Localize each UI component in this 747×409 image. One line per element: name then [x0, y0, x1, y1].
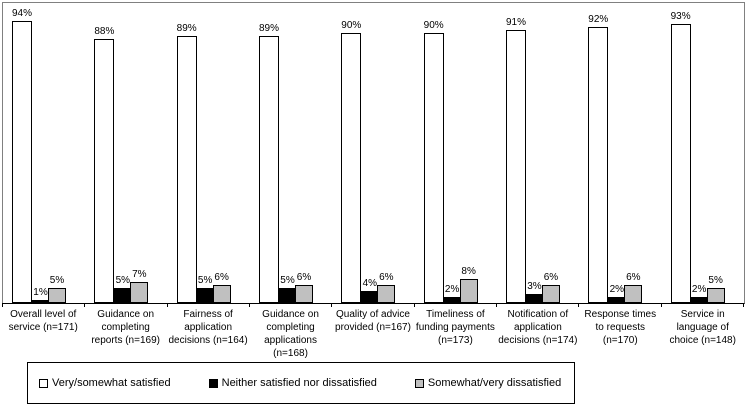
legend: Very/somewhat satisfied Neither satisfie…: [27, 362, 575, 404]
bar-neither: 4%: [361, 278, 378, 303]
bar-value-label: 89%: [258, 23, 279, 34]
bar-satisfied: 90%: [424, 20, 444, 303]
category-label: Response times to requests (n=170): [584, 309, 657, 346]
category-label: Guidance on completing applications (n=1…: [262, 309, 319, 359]
bar-satisfied: 93%: [671, 11, 691, 303]
bar-neither: 5%: [196, 275, 213, 303]
legend-swatch-gray: [414, 378, 424, 388]
bar-value-label: 90%: [423, 20, 444, 31]
bar-neither: 2%: [443, 284, 460, 303]
axis-tick: [496, 303, 497, 307]
bar-satisfied: 94%: [12, 8, 32, 303]
bar-value-label: 4%: [362, 278, 378, 289]
bar-group: 90% 2% 8%: [415, 3, 497, 303]
axis-tick: [661, 303, 662, 307]
category-label: Overall level of service (n=171): [8, 309, 78, 333]
bar-value-label: 88%: [94, 26, 115, 37]
bar-value-label: 6%: [543, 272, 559, 283]
bar-dissatisfied: 7%: [130, 269, 149, 303]
bar-value-label: 89%: [176, 23, 197, 34]
bar-neither: 5%: [114, 275, 131, 303]
bar-satisfied: 91%: [506, 17, 526, 303]
bar-group: 89% 5% 6%: [168, 3, 250, 303]
axis-tick: [743, 303, 744, 307]
bar-dissatisfied: 6%: [624, 272, 643, 303]
axis-tick: [249, 303, 250, 307]
axis-tick: [578, 303, 579, 307]
bar-dissatisfied: 6%: [294, 272, 313, 303]
category-label: Timeliness of funding payments (n=173): [415, 309, 495, 346]
bar-value-label: 3%: [527, 281, 542, 292]
bar-value-label: 5%: [708, 275, 723, 286]
legend-label: Somewhat/very dissatisfied: [427, 377, 562, 389]
bar-value-label: 90%: [341, 20, 362, 31]
bar-group: 90% 4% 6%: [332, 3, 414, 303]
bar-group: 92% 2% 6%: [579, 3, 661, 303]
bar-dissatisfied: 6%: [212, 272, 231, 303]
bar-value-label: 91%: [505, 17, 526, 28]
bar-value-label: 5%: [197, 275, 213, 286]
axis-tick: [414, 303, 415, 307]
legend-swatch-white: [39, 378, 48, 388]
bar-value-label: 7%: [132, 269, 147, 280]
bar-satisfied: 89%: [177, 23, 197, 303]
category-label: Service in language of choice (n=148): [669, 309, 736, 346]
bar-dissatisfied: 6%: [377, 272, 396, 303]
bar-value-label: 94%: [11, 8, 33, 19]
bar-satisfied: 88%: [94, 26, 114, 303]
bar-group: 94% 1% 5%: [3, 3, 85, 303]
bar-value-label: 2%: [691, 284, 707, 295]
bar-value-label: 5%: [280, 275, 295, 286]
legend-item-neither: Neither satisfied nor dissatisfied: [208, 377, 377, 389]
bar-neither: 3%: [525, 281, 542, 303]
category-label: Notification of application decisions (n…: [498, 309, 578, 346]
bar-group: 91% 3% 6%: [497, 3, 579, 303]
bar-value-label: 6%: [379, 272, 394, 283]
bar-neither: 5%: [278, 275, 295, 303]
legend-item-satisfied: Very/somewhat satisfied: [39, 377, 171, 389]
bar-group: 88% 5% 7%: [85, 3, 167, 303]
bar-value-label: 6%: [626, 272, 641, 283]
category-label: Quality of advice provided (n=167): [335, 309, 411, 333]
legend-item-dissatisfied: Somewhat/very dissatisfied: [414, 377, 562, 389]
bar-value-label: 5%: [49, 275, 65, 286]
bar-value-label: 6%: [296, 272, 312, 283]
bar-dissatisfied: 5%: [48, 275, 66, 303]
x-axis-labels: Overall level of service (n=171) Guidance…: [2, 308, 744, 360]
bar-satisfied: 92%: [588, 14, 608, 303]
legend-label: Very/somewhat satisfied: [52, 377, 171, 389]
bar-satisfied: 90%: [341, 20, 361, 303]
bar-satisfied: 89%: [259, 23, 279, 303]
bar-group: 93% 2% 5%: [662, 3, 744, 303]
bar-dissatisfied: 6%: [541, 272, 560, 303]
category-label: Guidance on completing reports (n=169): [91, 309, 160, 346]
bar-value-label: 93%: [670, 11, 691, 22]
axis-ticks: [2, 303, 744, 308]
bar-value-label: 2%: [609, 284, 625, 295]
axis-tick: [331, 303, 332, 307]
bar-value-label: 5%: [115, 275, 131, 286]
bar-value-label: 2%: [444, 284, 460, 295]
bar-group: 89% 5% 6%: [250, 3, 332, 303]
legend-label: Neither satisfied nor dissatisfied: [221, 377, 377, 389]
bar-neither: 2%: [690, 284, 707, 303]
axis-tick: [84, 303, 85, 307]
legend-swatch-black: [208, 378, 218, 388]
bar-dissatisfied: 5%: [706, 275, 725, 303]
bar-value-label: 6%: [214, 272, 229, 283]
category-label: Fairness of application decisions (n=164…: [168, 309, 248, 346]
bar-dissatisfied: 8%: [459, 266, 478, 303]
axis-tick: [2, 303, 3, 307]
bar-value-label: 1%: [33, 287, 48, 298]
plot-area: 94% 1% 5% 88% 5% 7% 89% 5% 6% 89%: [2, 2, 745, 304]
bar-groups: 94% 1% 5% 88% 5% 7% 89% 5% 6% 89%: [3, 3, 744, 303]
axis-tick: [167, 303, 168, 307]
bar-neither: 1%: [32, 287, 48, 303]
bar-value-label: 8%: [461, 266, 476, 277]
bar-value-label: 92%: [588, 14, 609, 25]
bar-neither: 2%: [608, 284, 625, 303]
